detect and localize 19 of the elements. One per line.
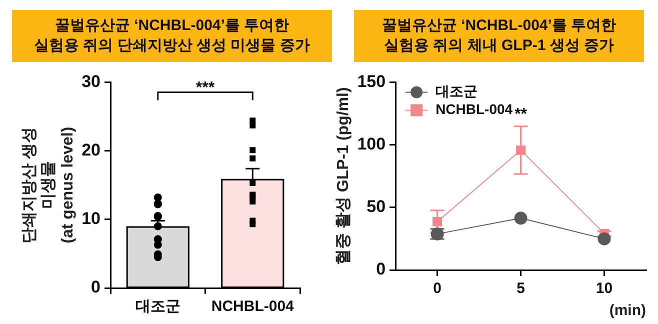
- y-tick-label: 0: [376, 260, 386, 279]
- x-axis-title: (min): [609, 302, 646, 320]
- y-tick-label: 150: [357, 72, 386, 91]
- y-tick-label: 10: [82, 209, 101, 228]
- y-tick-label: 50: [366, 197, 386, 216]
- x-tick-label: 5: [516, 280, 525, 298]
- x-tick-label: 0: [433, 280, 442, 298]
- legend-label: 대조군: [436, 83, 478, 100]
- y-tick-label: 20: [82, 140, 101, 160]
- y-tick-label: 100: [357, 134, 386, 154]
- y-tick-label: 30: [82, 72, 101, 91]
- chart-title: 꿀벌유산균 ‘NCHBL-004’를 투여한 실험용 쥐의 단쇄지방산 생성 미생물 증가: [12, 10, 332, 62]
- y-axis-title: 단쇄지방산 생성 미생물 (at genus level): [21, 126, 76, 244]
- annotation: ***: [196, 80, 216, 97]
- y-axis-title: 혈중 활성 GLP-1 (pg/ml): [335, 87, 352, 265]
- x-tick-label: 10: [596, 280, 613, 298]
- legend-label: NCHBL-004: [436, 101, 513, 118]
- annotation: **: [514, 106, 528, 123]
- chart-title: 꿀벌유산균 ‘NCHBL-004’를 투여한 실험용 쥐의 체내 GLP-1 생성 증가: [354, 10, 644, 62]
